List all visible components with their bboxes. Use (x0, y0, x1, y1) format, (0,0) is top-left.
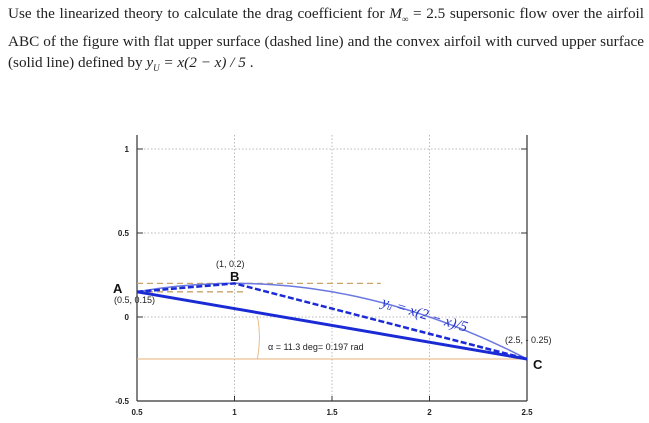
problem-text: supersonic flow over the airfoil ABC of … (8, 5, 644, 72)
point-coord-c: (2.5, - 0.25) (505, 335, 552, 345)
mach-value: = 2.5 (408, 5, 446, 22)
equation-subscript: U (153, 63, 160, 74)
point-label-c: C (533, 357, 543, 372)
curve-equation-label: yᵤ = x(2 − x)/5 (378, 294, 470, 336)
angle-arc (257, 315, 260, 360)
point-coord-a: (0.5, 0.15) (114, 295, 155, 305)
curved-upper-surface (136, 282, 528, 360)
x-tick-label: 2 (427, 408, 432, 417)
point-label-a: A (113, 281, 123, 296)
equation-y: y (146, 54, 154, 72)
problem-text: Use the linearized theory to calculate t… (8, 5, 390, 22)
x-tick-label: 1.5 (326, 408, 338, 417)
y-tick-label: 0 (125, 313, 130, 322)
problem-text: . (245, 54, 254, 72)
point-coord-b: (1, 0.2) (216, 259, 245, 269)
x-tick-label: 0.5 (131, 408, 143, 417)
y-tick-label: 1 (125, 145, 130, 154)
y-tick-label: 0.5 (118, 229, 130, 238)
flat-upper-surface (136, 282, 528, 361)
y-tick-label: -0.5 (115, 397, 129, 406)
lower-surface (136, 290, 528, 361)
mach-subscript: ∞ (401, 14, 409, 25)
angle-label: α = 11.3 deg= 0.197 rad (268, 342, 364, 352)
x-tick-label: 2.5 (521, 408, 533, 417)
equation-rhs: = x(2 − x) / 5 (159, 54, 246, 72)
x-tick-label: 1 (232, 408, 237, 417)
mach-symbol: M (389, 5, 402, 22)
point-label-b: B (230, 269, 239, 284)
problem-statement: Use the linearized theory to calculate t… (8, 3, 644, 80)
